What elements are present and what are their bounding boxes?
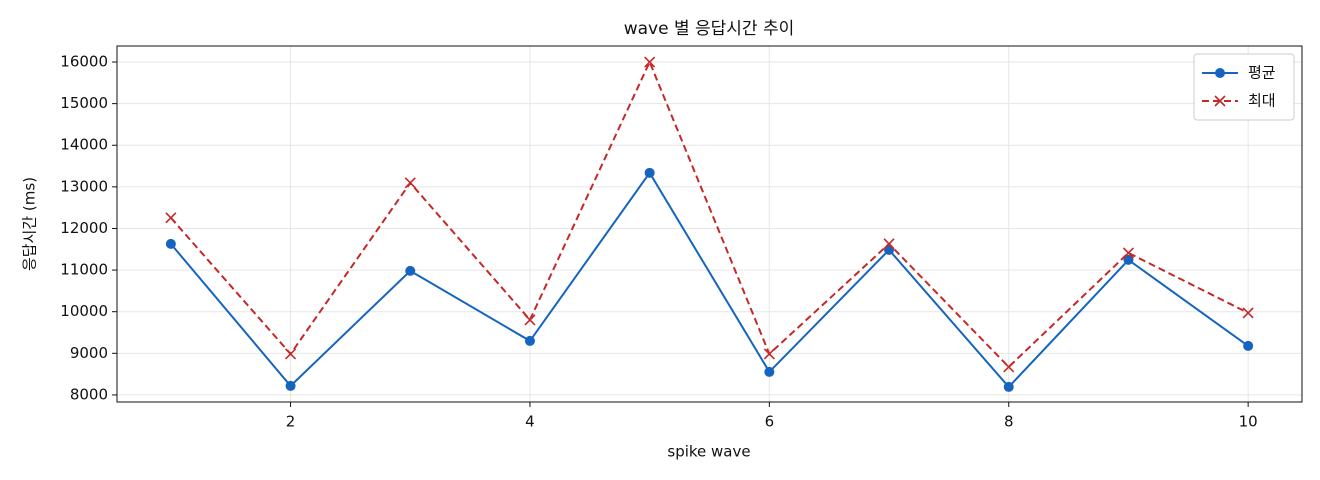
marker [165,212,177,224]
marker [524,335,535,346]
marker [165,238,176,249]
x-tick-label: 2 [286,413,296,431]
legend-marker [1215,68,1225,78]
legend-label: 평균 [1248,64,1276,82]
y-tick-label: 9000 [70,344,108,362]
y-tick-label: 12000 [60,219,108,237]
marker [524,314,536,326]
x-tick-label: 10 [1239,413,1258,431]
x-tick-label: 6 [765,413,775,431]
y-tick-label: 13000 [60,177,108,195]
y-tick-label: 8000 [70,385,108,403]
marker [644,167,655,178]
marker [1003,361,1015,373]
marker [1003,381,1014,392]
series-line [170,171,1249,389]
x-axis-label: spike wave [667,443,750,461]
y-tick-label: 15000 [60,94,108,112]
legend-marker [1214,95,1226,107]
marker [284,348,297,360]
marker [883,238,895,250]
legend-box [1193,53,1295,121]
series-line [170,59,1249,369]
marker [644,56,656,68]
y-axis-label: 응답시간 (ms) [21,177,39,271]
y-tick-label: 14000 [60,136,108,154]
y-tick-label: 11000 [60,261,108,279]
marker [285,380,296,391]
marker [1123,254,1134,265]
y-tick-label: 10000 [60,302,108,320]
plot-frame [116,45,1303,403]
marker [404,177,416,189]
marker [405,265,416,276]
marker [1122,247,1135,259]
x-tick-label: 4 [525,413,535,431]
marker [764,366,775,377]
marker [763,348,775,360]
marker [1242,307,1254,319]
marker [1243,340,1254,351]
y-tick-label: 16000 [60,53,108,71]
legend-label: 최대 [1248,92,1276,110]
chart-title: wave 별 응답시간 추이 [624,19,795,39]
x-tick-label: 8 [1004,413,1014,431]
